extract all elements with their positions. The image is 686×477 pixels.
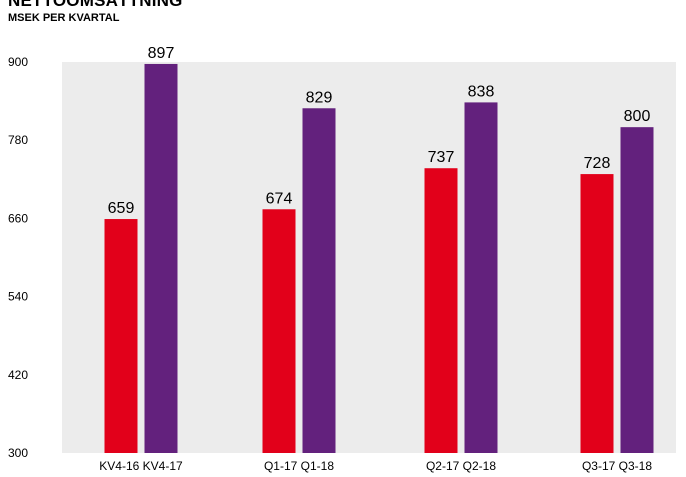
chart-subtitle: MSEK PER KVARTAL: [8, 12, 120, 24]
bar: [262, 209, 296, 453]
data-label: 829: [306, 89, 333, 106]
data-label: 659: [108, 200, 135, 217]
x-tick-label: Q3-17 Q3-18: [582, 459, 652, 473]
data-label: 800: [624, 108, 651, 125]
bar: [104, 219, 138, 453]
bar: [464, 102, 498, 454]
chart-title: NETTOOMSÄTTNING: [8, 0, 183, 10]
x-tick-label: Q1-17 Q1-18: [264, 459, 334, 473]
y-tick-label: 300: [8, 446, 28, 460]
bar: [620, 127, 654, 454]
y-tick-label: 900: [8, 55, 28, 69]
bar: [302, 108, 336, 453]
bar: [424, 168, 458, 453]
x-tick-label: KV4-16 KV4-17: [99, 459, 183, 473]
bar: [580, 174, 614, 453]
y-tick-label: 420: [8, 368, 28, 382]
data-label: 897: [148, 45, 175, 62]
data-label: 838: [468, 83, 495, 100]
y-tick-label: 660: [8, 211, 28, 225]
data-label: 728: [584, 155, 611, 172]
data-label: 674: [266, 190, 293, 207]
bar: [144, 63, 178, 454]
x-tick-label: Q2-17 Q2-18: [426, 459, 496, 473]
y-tick-label: 540: [8, 290, 28, 304]
y-tick-label: 780: [8, 133, 28, 147]
data-label: 737: [428, 149, 455, 166]
